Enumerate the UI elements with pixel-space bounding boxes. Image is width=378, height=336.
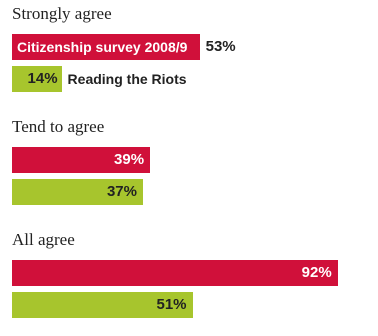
legend-label-reading-riots: Reading the Riots [67, 71, 187, 87]
bar-reading-riots [12, 292, 193, 318]
data-label: 51% [156, 296, 187, 313]
category-label: Tend to agree [12, 117, 105, 136]
bar-reading-riots [12, 179, 143, 205]
bar-citizenship [12, 34, 200, 60]
legend-label-citizenship: Citizenship survey 2008/9 [17, 39, 188, 55]
data-label: 39% [114, 151, 145, 168]
category-label: Strongly agree [12, 4, 112, 23]
category-label: All agree [12, 230, 75, 249]
data-label: 53% [205, 38, 236, 55]
data-label: 37% [106, 183, 137, 200]
bar-reading-riots [12, 66, 62, 92]
bar-citizenship [12, 147, 151, 173]
data-label: 92% [301, 264, 332, 281]
bar-citizenship [12, 260, 338, 286]
data-label: 14% [27, 70, 58, 87]
